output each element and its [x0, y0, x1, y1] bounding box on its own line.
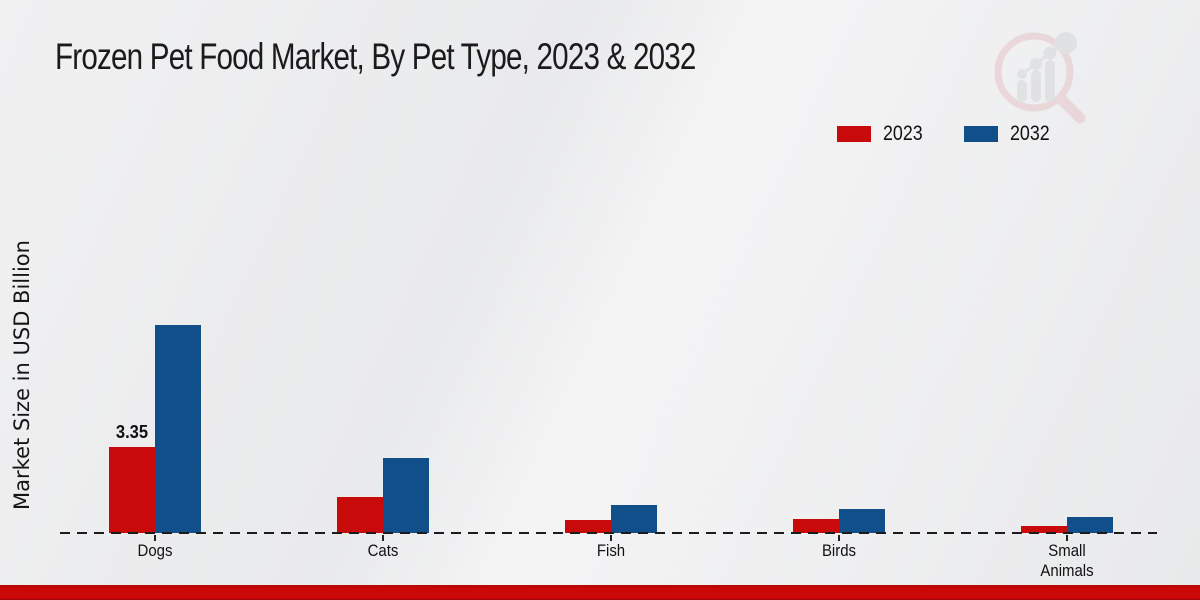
legend-label-2032: 2032: [1009, 122, 1050, 145]
bar-2023-birds: [793, 519, 839, 533]
category-label-cats: Cats: [367, 541, 399, 560]
x-axis-tick: [610, 535, 612, 541]
footer-red-strip: [0, 585, 1200, 600]
bar-2032-dogs: [155, 325, 201, 533]
category-label-fish: Fish: [596, 541, 626, 560]
bar-value-label: 3.35: [115, 422, 149, 442]
category-label-dogs: Dogs: [137, 541, 173, 560]
legend-swatch-2032: [963, 126, 998, 142]
bar-2023-dogs: [109, 447, 155, 533]
bar-2032-birds: [839, 509, 885, 533]
y-axis-label: Market Size in USD Billion: [10, 240, 34, 510]
category-label-small-animals: Small Animals: [1040, 541, 1094, 580]
chart-title: Frozen Pet Food Market, By Pet Type, 202…: [55, 36, 696, 77]
x-axis-tick: [838, 535, 840, 541]
legend-item-2023: 2023: [837, 122, 930, 146]
bar-2023-fish: [565, 520, 611, 533]
category-label-birds: Birds: [821, 541, 857, 560]
bar-2032-small-animals: [1067, 517, 1113, 533]
bar-2032-fish: [611, 505, 657, 533]
x-axis-dashed-baseline: [60, 532, 1157, 534]
x-axis-tick: [1066, 535, 1068, 541]
legend-label-2023: 2023: [883, 122, 923, 145]
x-axis-tick: [154, 535, 156, 541]
bar-2023-cats: [337, 497, 383, 533]
legend-item-2032: 2032: [963, 122, 1057, 146]
magnifier-bar-chart-logo-icon: [994, 32, 1086, 124]
legend-swatch-2023: [837, 126, 871, 142]
bar-2032-cats: [383, 458, 429, 533]
bar-2023-small-animals: [1021, 526, 1067, 533]
legend: 2023 2032: [837, 122, 1056, 146]
x-axis-tick: [382, 535, 384, 541]
